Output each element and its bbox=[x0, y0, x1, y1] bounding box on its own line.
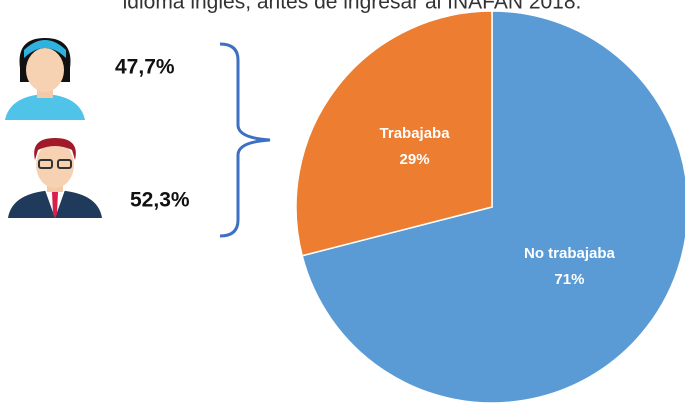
slice-category: Trabajaba bbox=[380, 125, 451, 142]
man-icon bbox=[8, 138, 102, 218]
slice-category: No trabajaba bbox=[524, 245, 616, 262]
slice-value: 29% bbox=[400, 151, 430, 168]
bracket bbox=[219, 42, 271, 238]
slice-value: 71% bbox=[554, 271, 584, 288]
woman-icon bbox=[5, 38, 85, 120]
annotation: 47,7% bbox=[115, 56, 175, 79]
chart-title: idioma inglés, antes de ingresar al INAF… bbox=[123, 0, 582, 14]
pie-slice bbox=[301, 10, 685, 404]
annotation: 52,3% bbox=[130, 189, 190, 212]
pie-slice bbox=[295, 10, 493, 257]
